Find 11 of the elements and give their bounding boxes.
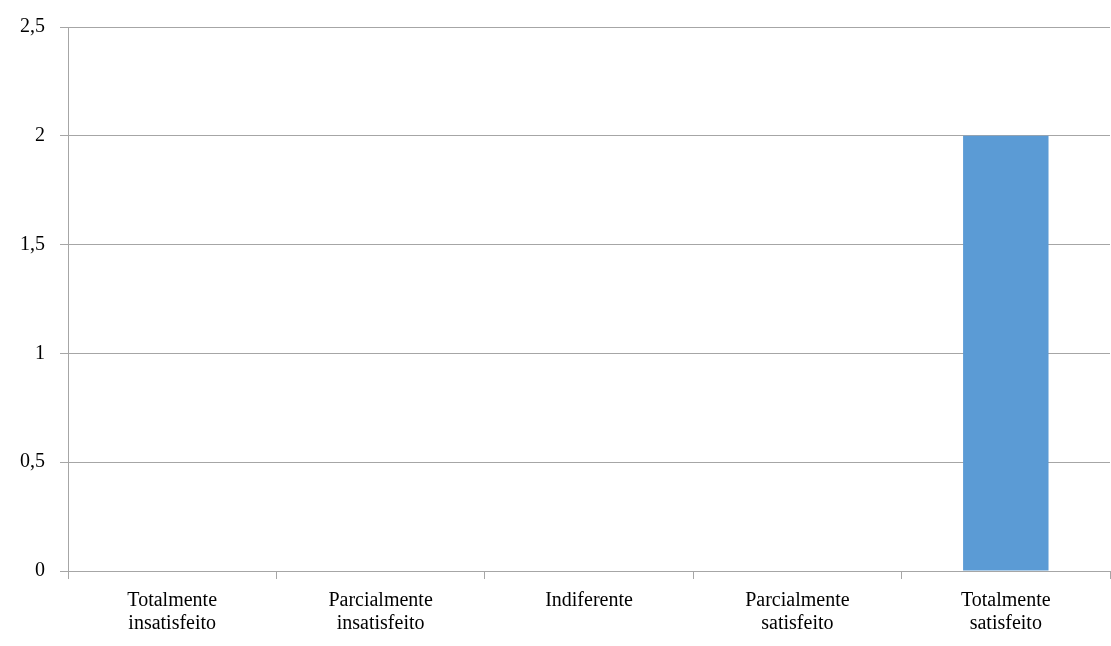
x-tick-label: Indiferente — [545, 587, 633, 610]
y-tick-label: 2,5 — [20, 14, 45, 37]
y-tick-label: 1,5 — [20, 231, 45, 254]
y-tick-label: 0,5 — [20, 449, 45, 472]
x-tick-label: Parcialmente insatisfeito — [328, 587, 433, 633]
y-tick-label: 2 — [35, 123, 45, 146]
x-tick-label: Parcialmente satisfeito — [745, 587, 850, 633]
x-tick-label: Totalmente insatisfeito — [127, 587, 218, 633]
y-tick-label: 0 — [35, 558, 45, 581]
x-tick-label: Totalmente satisfeito — [960, 587, 1051, 633]
y-tick-label: 1 — [35, 340, 45, 363]
